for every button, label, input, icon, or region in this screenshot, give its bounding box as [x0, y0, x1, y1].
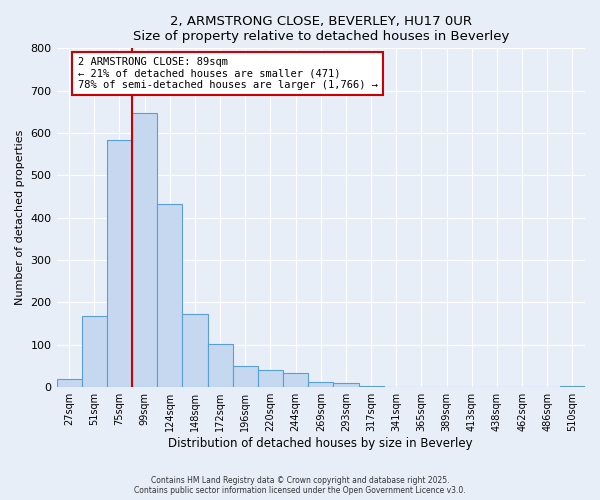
- Bar: [308, 382, 334, 387]
- Bar: [233, 366, 258, 387]
- Bar: [157, 204, 182, 387]
- Bar: [182, 314, 208, 387]
- Bar: [107, 140, 132, 387]
- X-axis label: Distribution of detached houses by size in Beverley: Distribution of detached houses by size …: [169, 437, 473, 450]
- Bar: [359, 386, 383, 387]
- Text: 2 ARMSTRONG CLOSE: 89sqm
← 21% of detached houses are smaller (471)
78% of semi-: 2 ARMSTRONG CLOSE: 89sqm ← 21% of detach…: [77, 57, 377, 90]
- Bar: [560, 386, 585, 387]
- Bar: [283, 373, 308, 387]
- Bar: [56, 378, 82, 387]
- Bar: [132, 112, 157, 387]
- Bar: [258, 370, 283, 387]
- Bar: [208, 344, 233, 387]
- Bar: [334, 383, 359, 387]
- Title: 2, ARMSTRONG CLOSE, BEVERLEY, HU17 0UR
Size of property relative to detached hou: 2, ARMSTRONG CLOSE, BEVERLEY, HU17 0UR S…: [133, 15, 509, 43]
- Text: Contains HM Land Registry data © Crown copyright and database right 2025.
Contai: Contains HM Land Registry data © Crown c…: [134, 476, 466, 495]
- Y-axis label: Number of detached properties: Number of detached properties: [15, 130, 25, 306]
- Bar: [82, 316, 107, 387]
